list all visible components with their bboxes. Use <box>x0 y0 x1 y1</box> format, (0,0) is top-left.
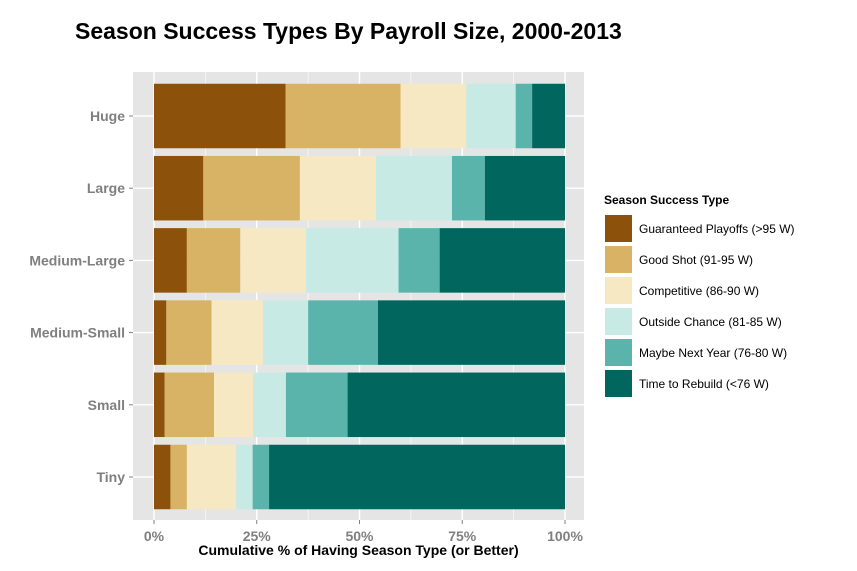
y-tick-label: Tiny <box>96 469 125 485</box>
bar-segment <box>377 300 565 365</box>
bar-segment <box>484 155 565 221</box>
bar-segment <box>375 155 452 221</box>
bar-segment <box>211 300 263 365</box>
legend-swatch <box>604 307 633 336</box>
bar-segment <box>515 83 533 149</box>
x-axis-title: Cumulative % of Having Season Type (or B… <box>198 542 519 558</box>
chart-title: Season Success Types By Payroll Size, 20… <box>75 18 622 44</box>
bar-segment <box>439 228 565 293</box>
x-tick-label: 75% <box>448 528 477 544</box>
x-axis: 0% 25% 50% 75% 100% <box>144 520 583 544</box>
legend-label: Outside Chance (81-85 W) <box>639 314 782 329</box>
bar-segment <box>269 444 565 510</box>
bar-segment <box>285 372 348 438</box>
legend-item: Competitive (86-90 W) <box>604 275 795 306</box>
bar-segment <box>154 444 171 510</box>
legend-items: Guaranteed Playoffs (>95 W) Good Shot (91… <box>604 213 795 399</box>
bar-segment <box>154 83 286 149</box>
legend-label: Maybe Next Year (76-80 W) <box>639 345 788 360</box>
bar-segment <box>262 300 309 365</box>
legend-label: Competitive (86-90 W) <box>639 283 760 298</box>
legend-title: Season Success Type <box>604 193 730 207</box>
x-tick-label: 25% <box>243 528 272 544</box>
x-tick-label: 100% <box>547 528 583 544</box>
legend-swatch <box>604 338 633 367</box>
bar-segment <box>164 372 215 438</box>
legend: Season Success Type Guaranteed Playoffs … <box>604 193 795 399</box>
bar-segment <box>154 300 167 365</box>
bar-segment <box>253 372 286 438</box>
bar-segment <box>154 155 204 221</box>
y-tick-label: Small <box>88 397 125 413</box>
bar-segment <box>451 155 485 221</box>
x-tick-label: 50% <box>345 528 374 544</box>
bar-group <box>154 83 565 510</box>
bar-segment <box>236 444 253 510</box>
bar-segment <box>466 83 516 149</box>
bar-segment <box>308 300 378 365</box>
bar-segment <box>170 444 187 510</box>
bar-segment <box>347 372 565 438</box>
legend-item: Time to Rebuild (<76 W) <box>604 368 795 399</box>
bar-segment <box>186 228 241 293</box>
legend-swatch <box>604 214 633 243</box>
y-tick-label: Medium-Small <box>30 325 125 341</box>
bar-segment <box>203 155 300 221</box>
legend-item: Maybe Next Year (76-80 W) <box>604 337 795 368</box>
bar-segment <box>154 228 187 293</box>
legend-item: Guaranteed Playoffs (>95 W) <box>604 213 795 244</box>
legend-label: Good Shot (91-95 W) <box>639 252 754 267</box>
bar-segment <box>214 372 254 438</box>
bar-segment <box>285 83 401 149</box>
bar-segment <box>166 300 212 365</box>
bar-segment <box>398 228 440 293</box>
bar-segment <box>186 444 237 510</box>
legend-label: Guaranteed Playoffs (>95 W) <box>639 221 795 236</box>
legend-item: Good Shot (91-95 W) <box>604 244 795 275</box>
y-axis: Huge Large Medium-Large Medium-Small Small Ti… <box>29 108 133 485</box>
y-tick-label: Medium-Large <box>29 252 125 268</box>
bar-segment <box>400 83 467 149</box>
bar-segment <box>306 228 399 293</box>
bar-segment <box>240 228 307 293</box>
y-tick-label: Huge <box>90 108 125 124</box>
bar-segment <box>252 444 270 510</box>
legend-swatch <box>604 369 633 398</box>
legend-label: Time to Rebuild (<76 W) <box>639 376 769 391</box>
legend-item: Outside Chance (81-85 W) <box>604 306 795 337</box>
y-tick-label: Large <box>87 180 125 196</box>
bar-segment <box>154 372 165 438</box>
x-tick-label: 0% <box>144 528 165 544</box>
legend-swatch <box>604 245 633 274</box>
bar-segment <box>532 83 565 149</box>
legend-swatch <box>604 276 633 305</box>
bar-segment <box>299 155 376 221</box>
